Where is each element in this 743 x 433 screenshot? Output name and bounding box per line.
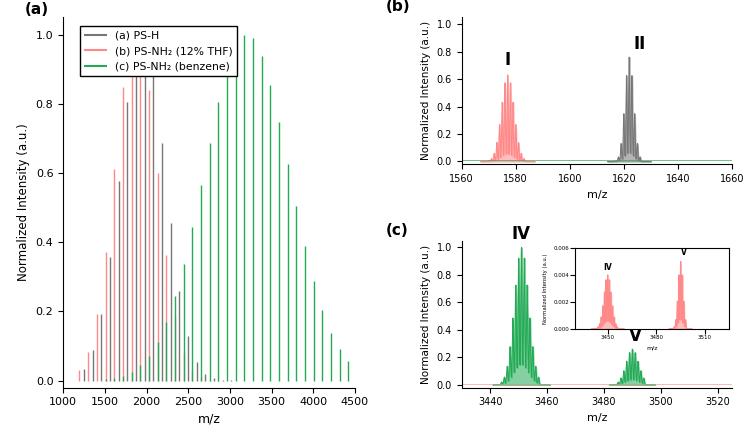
Text: (c): (c) bbox=[386, 223, 409, 238]
X-axis label: m/z: m/z bbox=[198, 413, 221, 426]
Text: (b): (b) bbox=[386, 0, 411, 14]
Text: (a): (a) bbox=[25, 2, 49, 16]
Y-axis label: Normalized Intensity (a.u.): Normalized Intensity (a.u.) bbox=[421, 245, 431, 384]
Text: IV: IV bbox=[512, 225, 531, 243]
Text: II: II bbox=[634, 35, 646, 53]
Legend: (a) PS-H, (b) PS-NH₂ (12% THF), (c) PS-NH₂ (benzene): (a) PS-H, (b) PS-NH₂ (12% THF), (c) PS-N… bbox=[80, 26, 237, 76]
Text: V: V bbox=[629, 327, 642, 345]
Text: I: I bbox=[504, 52, 510, 69]
X-axis label: m/z: m/z bbox=[586, 413, 607, 423]
Y-axis label: Normalized Intensity (a.u.): Normalized Intensity (a.u.) bbox=[421, 21, 431, 160]
Y-axis label: Normalized Intensity (a.u.): Normalized Intensity (a.u.) bbox=[17, 123, 30, 281]
X-axis label: m/z: m/z bbox=[586, 190, 607, 200]
